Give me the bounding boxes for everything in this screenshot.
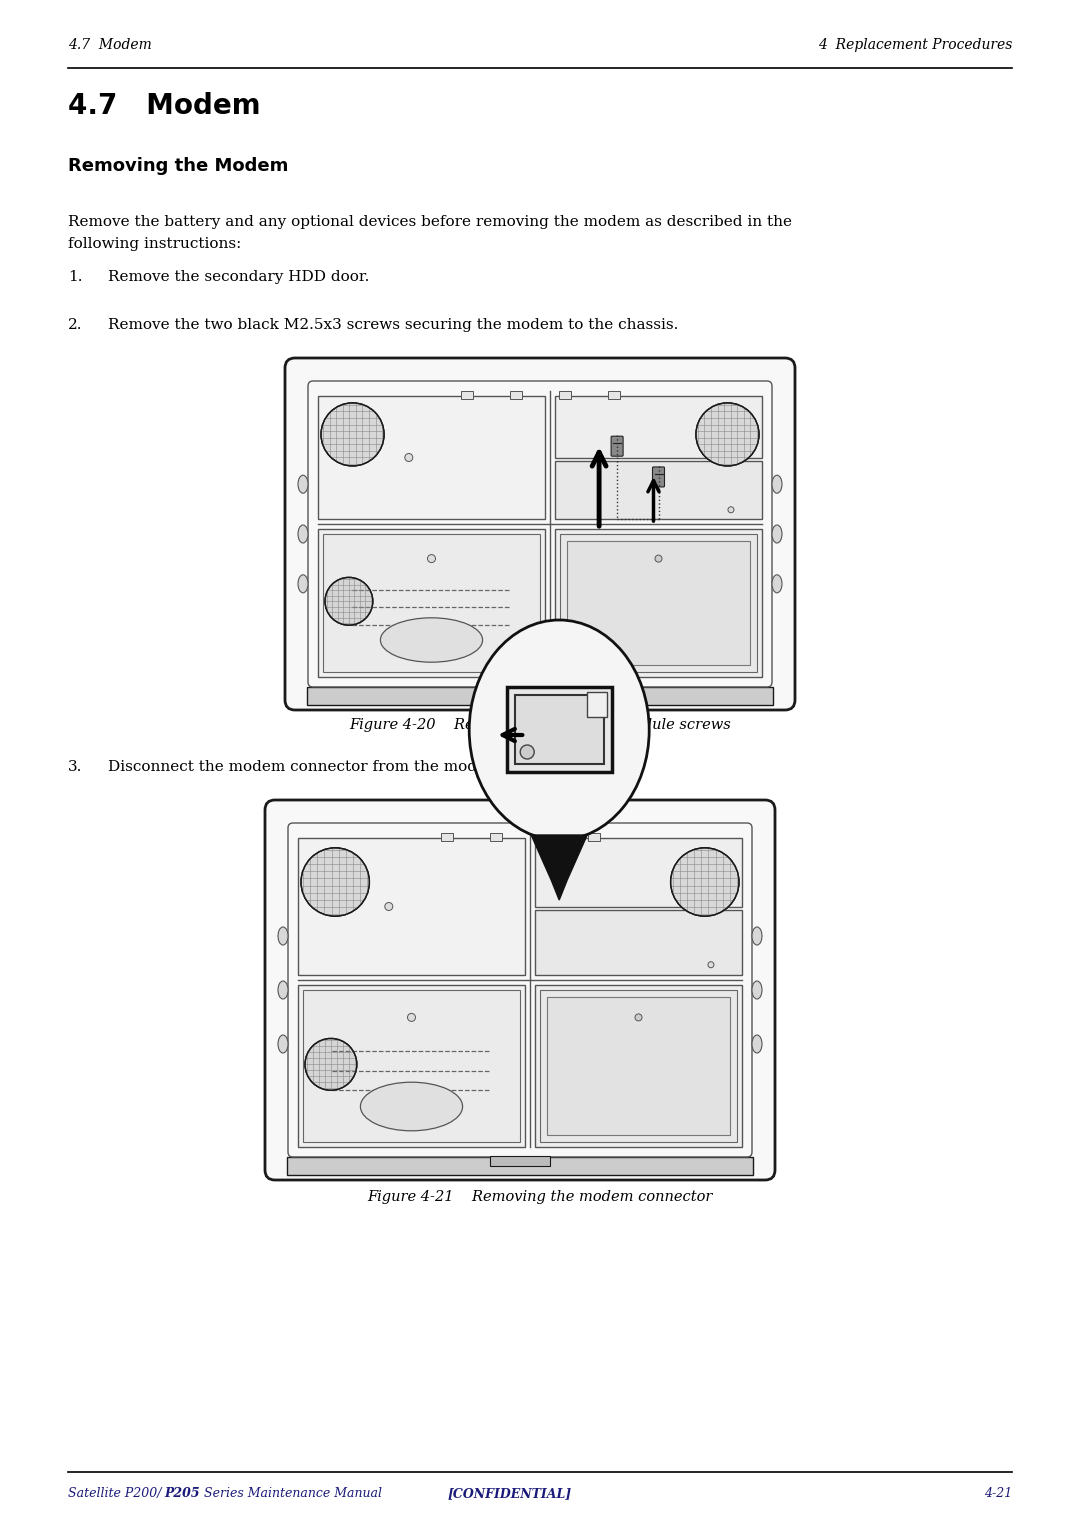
Circle shape bbox=[696, 403, 759, 466]
Ellipse shape bbox=[772, 525, 782, 544]
Bar bbox=[555, 461, 762, 519]
Text: 4  Replacement Procedures: 4 Replacement Procedures bbox=[818, 38, 1012, 52]
Text: 2.: 2. bbox=[68, 318, 82, 331]
Circle shape bbox=[407, 1014, 416, 1022]
Bar bbox=[318, 528, 545, 676]
Bar bbox=[535, 910, 742, 976]
Ellipse shape bbox=[380, 618, 483, 663]
Text: Remove the two black M2.5x3 screws securing the modem to the chassis.: Remove the two black M2.5x3 screws secur… bbox=[108, 318, 678, 331]
Bar bbox=[318, 395, 545, 519]
FancyBboxPatch shape bbox=[611, 437, 623, 457]
Bar bbox=[298, 985, 525, 1147]
Bar bbox=[490, 1156, 550, 1167]
Bar bbox=[546, 997, 730, 1135]
Text: Figure 4-20    Removing the modem module screws: Figure 4-20 Removing the modem module sc… bbox=[349, 718, 731, 731]
Ellipse shape bbox=[752, 1035, 762, 1054]
Circle shape bbox=[301, 847, 369, 916]
Circle shape bbox=[384, 902, 393, 910]
Text: 4.7  Modem: 4.7 Modem bbox=[68, 38, 152, 52]
Text: Satellite P200/: Satellite P200/ bbox=[68, 1487, 165, 1500]
Bar bbox=[588, 692, 607, 718]
Circle shape bbox=[428, 554, 435, 562]
Bar bbox=[555, 528, 762, 676]
Text: Remove the battery and any optional devices before removing the modem as describ: Remove the battery and any optional devi… bbox=[68, 215, 792, 229]
Circle shape bbox=[325, 577, 373, 625]
Bar bbox=[561, 534, 757, 672]
Text: Removing the Modem: Removing the Modem bbox=[68, 157, 288, 176]
Text: P205: P205 bbox=[164, 1487, 200, 1500]
Text: [CONFIDENTIAL]: [CONFIDENTIAL] bbox=[448, 1487, 572, 1500]
Ellipse shape bbox=[298, 574, 308, 592]
Text: Disconnect the modem connector from the modem module.: Disconnect the modem connector from the … bbox=[108, 760, 567, 774]
Bar bbox=[535, 838, 742, 907]
Circle shape bbox=[305, 1038, 356, 1090]
Text: 1.: 1. bbox=[68, 270, 82, 284]
Ellipse shape bbox=[752, 980, 762, 999]
Bar bbox=[510, 391, 522, 399]
Circle shape bbox=[654, 556, 662, 562]
Bar bbox=[535, 985, 742, 1147]
Bar bbox=[510, 686, 570, 696]
Text: Series Maintenance Manual: Series Maintenance Manual bbox=[200, 1487, 382, 1500]
Bar bbox=[307, 687, 773, 705]
Circle shape bbox=[708, 962, 714, 968]
Bar bbox=[558, 391, 570, 399]
Ellipse shape bbox=[752, 927, 762, 945]
Ellipse shape bbox=[772, 574, 782, 592]
Text: 4.7   Modem: 4.7 Modem bbox=[68, 92, 260, 121]
Polygon shape bbox=[531, 835, 588, 899]
Bar bbox=[298, 838, 525, 976]
Ellipse shape bbox=[772, 475, 782, 493]
Bar bbox=[460, 391, 473, 399]
Ellipse shape bbox=[278, 980, 288, 999]
Bar bbox=[441, 834, 453, 841]
Text: 3.: 3. bbox=[68, 760, 82, 774]
Text: 4-21: 4-21 bbox=[984, 1487, 1012, 1500]
Ellipse shape bbox=[278, 1035, 288, 1054]
Bar bbox=[303, 989, 519, 1142]
FancyBboxPatch shape bbox=[652, 467, 664, 487]
Bar bbox=[607, 391, 620, 399]
Circle shape bbox=[671, 847, 739, 916]
Circle shape bbox=[728, 507, 734, 513]
Bar bbox=[287, 1157, 753, 1174]
FancyBboxPatch shape bbox=[285, 357, 795, 710]
Bar bbox=[489, 834, 501, 841]
Bar bbox=[540, 989, 737, 1142]
FancyBboxPatch shape bbox=[265, 800, 775, 1180]
Circle shape bbox=[321, 403, 384, 466]
Bar bbox=[515, 695, 604, 764]
Ellipse shape bbox=[469, 620, 649, 840]
Circle shape bbox=[635, 1014, 642, 1022]
Circle shape bbox=[521, 745, 535, 759]
Text: following instructions:: following instructions: bbox=[68, 237, 241, 250]
Ellipse shape bbox=[298, 475, 308, 493]
Bar bbox=[539, 834, 551, 841]
Ellipse shape bbox=[298, 525, 308, 544]
Text: Figure 4-21    Removing the modem connector: Figure 4-21 Removing the modem connector bbox=[367, 1190, 713, 1203]
Bar bbox=[323, 534, 540, 672]
Bar bbox=[588, 834, 599, 841]
Text: Remove the secondary HDD door.: Remove the secondary HDD door. bbox=[108, 270, 369, 284]
Ellipse shape bbox=[361, 1083, 462, 1132]
Bar bbox=[508, 687, 612, 773]
Bar bbox=[555, 395, 762, 458]
Ellipse shape bbox=[278, 927, 288, 945]
Circle shape bbox=[405, 454, 413, 461]
Bar bbox=[567, 541, 750, 664]
